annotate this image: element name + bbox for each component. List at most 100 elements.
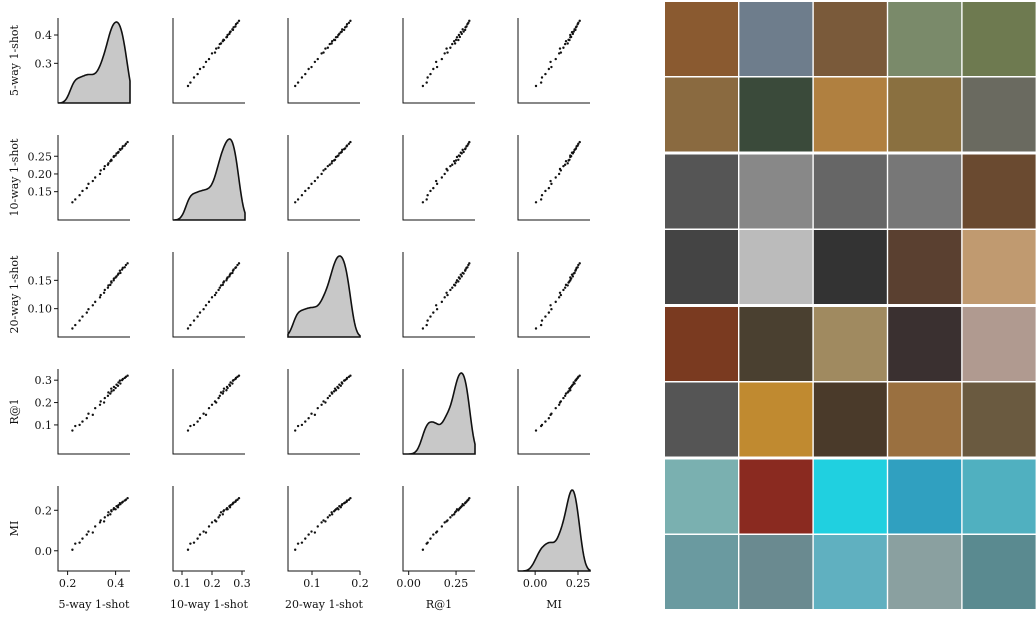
scatter-point — [558, 404, 560, 406]
scatter-point — [231, 272, 233, 274]
scatter-point — [187, 549, 189, 551]
scatter-point — [211, 521, 213, 523]
scatter-point — [564, 164, 566, 166]
x-tick-label: 0.3 — [233, 577, 251, 590]
scatter-point — [455, 39, 457, 41]
y-tick-label: 0.2 — [35, 504, 53, 517]
axis — [288, 369, 360, 454]
x-tick-label: 0.00 — [523, 577, 548, 590]
scatter-point — [238, 262, 240, 264]
scatter-point — [74, 324, 76, 326]
scatter-point — [317, 58, 319, 60]
scatter-point — [103, 401, 105, 403]
scatter-point — [189, 425, 191, 427]
kde-curve — [403, 373, 475, 454]
scatter-point — [461, 149, 463, 151]
scatter-point — [110, 390, 112, 392]
thumbnail — [739, 307, 812, 381]
scatter-point — [548, 68, 550, 70]
scatter-point — [317, 525, 319, 527]
scatter-point — [317, 407, 319, 409]
thumbnail — [665, 307, 738, 381]
scatter-point — [343, 29, 345, 31]
scatter-point — [232, 268, 234, 270]
scatter-point — [324, 520, 326, 522]
scatter-point — [86, 417, 88, 419]
scatter-point — [234, 25, 236, 27]
scatter-point — [429, 73, 431, 75]
x-axis-label: 10-way 1-shot — [170, 598, 248, 611]
scatter-point — [341, 382, 343, 384]
axis — [58, 486, 130, 571]
scatter-point — [109, 392, 111, 394]
scatter-point — [564, 395, 566, 397]
kde-curve — [518, 490, 590, 571]
y-tick-label: 0.20 — [28, 168, 53, 181]
scatter-point — [457, 159, 459, 161]
scatter-point — [327, 516, 329, 518]
scatter-point — [441, 301, 443, 303]
scatter-point — [232, 29, 234, 31]
scatter-point — [453, 513, 455, 515]
axis — [518, 369, 590, 454]
thumbnail — [888, 307, 961, 381]
scatter-point — [565, 40, 567, 42]
scatter-point — [327, 165, 329, 167]
thumbnail — [739, 78, 812, 152]
scatter-point — [560, 294, 562, 296]
scatter-point — [445, 168, 447, 170]
scatter-point — [211, 296, 213, 298]
scatter-point — [202, 530, 204, 532]
scatter-point — [217, 516, 219, 518]
scatter-point — [337, 387, 339, 389]
scatter-point — [238, 375, 240, 377]
scatter-point — [314, 180, 316, 182]
scatter-point — [341, 30, 343, 32]
kde-curve — [58, 22, 130, 103]
scatter-point — [119, 382, 121, 384]
scatter-point — [575, 25, 577, 27]
scatter-point — [569, 34, 571, 36]
scatter-point — [310, 66, 312, 68]
scatter-point — [426, 194, 428, 196]
scatter-point — [205, 531, 207, 533]
scatter-point — [99, 296, 101, 298]
scatter-point — [110, 509, 112, 511]
thumbnail — [814, 155, 887, 229]
axis — [518, 135, 590, 220]
scatter-point — [94, 525, 96, 527]
thumbnail — [963, 78, 1036, 152]
y-axis-label: MI — [8, 521, 21, 537]
scatter-point — [92, 531, 94, 533]
scatter-point — [425, 198, 427, 200]
scatter-point — [329, 395, 331, 397]
scatter-point — [579, 141, 581, 143]
scatter-point — [458, 276, 460, 278]
scatter-point — [564, 287, 566, 289]
scatter-point — [422, 327, 424, 329]
scatter-point — [468, 262, 470, 264]
thumbnail — [888, 2, 961, 76]
scatter-point — [422, 201, 424, 203]
scatter-point — [541, 319, 543, 321]
scatter-point — [540, 81, 542, 83]
thumbnail — [739, 230, 812, 304]
x-tick-label: 0.00 — [396, 577, 421, 590]
scatter-point — [567, 42, 569, 44]
scatter-point — [341, 151, 343, 153]
axis — [403, 486, 475, 571]
scatter-point — [78, 194, 80, 196]
scatter-point — [540, 198, 542, 200]
scatter-point — [541, 76, 543, 78]
scatter-point — [432, 533, 434, 535]
scatter-point — [443, 173, 445, 175]
scatter-point — [314, 61, 316, 63]
scatter-point — [559, 292, 561, 294]
y-tick-label: 0.3 — [35, 57, 53, 70]
scatter-point — [455, 159, 457, 161]
scatter-point — [460, 273, 462, 275]
scatter-point — [468, 141, 470, 143]
scatter-point — [324, 168, 326, 170]
scatter-point — [74, 198, 76, 200]
scatter-point — [304, 420, 306, 422]
